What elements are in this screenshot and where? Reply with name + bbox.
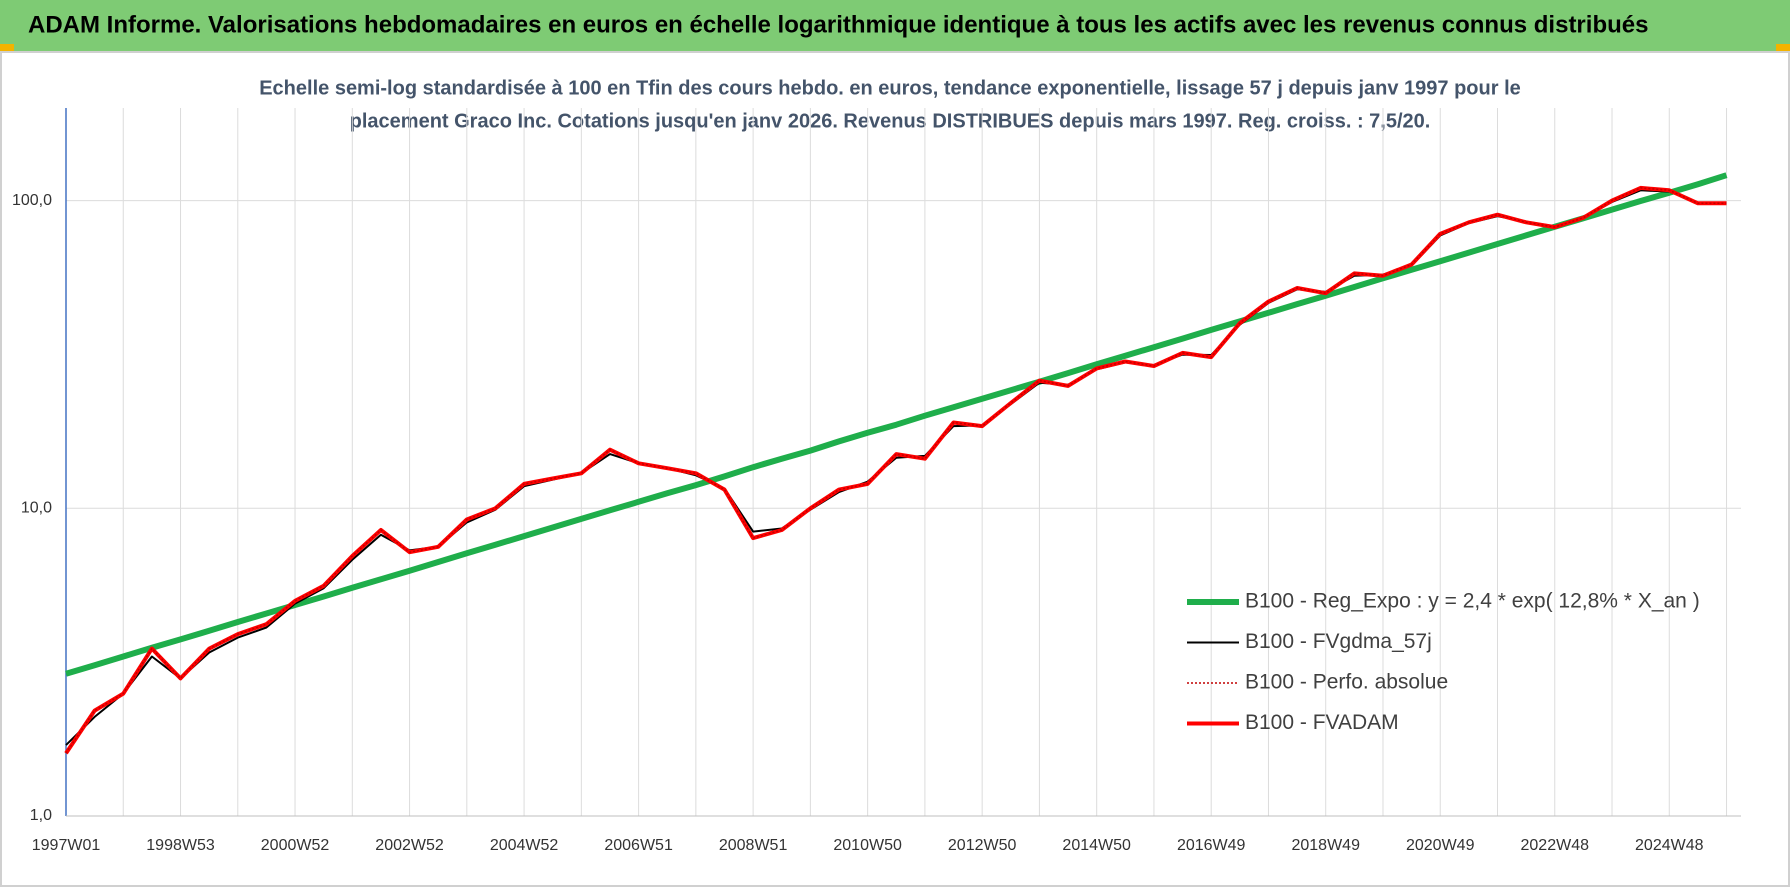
y-tick-label: 100,0 (12, 192, 52, 209)
x-tick-label: 2008W51 (719, 837, 788, 854)
legend-label: B100 - Perfo. absolue (1245, 671, 1448, 694)
x-tick-label: 2016W49 (1177, 837, 1246, 854)
x-tick-label: 2024W48 (1635, 837, 1704, 854)
x-tick-label: 2000W52 (261, 837, 330, 854)
legend-label: B100 - FVgdma_57j (1245, 630, 1432, 653)
legend-label: B100 - FVADAM (1245, 711, 1399, 734)
x-tick-label: 2014W50 (1062, 837, 1131, 854)
x-tick-label: 1998W53 (146, 837, 215, 854)
legend-label: B100 - Reg_Expo : y = 2,4 * exp( 12,8% *… (1245, 590, 1700, 613)
header-bar (0, 0, 1790, 52)
x-tick-label: 1997W01 (32, 837, 101, 854)
y-tick-label: 1,0 (30, 807, 52, 824)
series-line (65, 172, 1728, 677)
x-tick-label: 2018W49 (1291, 837, 1360, 854)
header-title: ADAM Informe. Valorisations hebdomadaire… (28, 11, 1648, 38)
series-line (65, 187, 1727, 754)
x-tick-label: 2006W51 (604, 837, 673, 854)
corner (1776, 44, 1790, 52)
chart-subtitle: placement Graco Inc. Cotations jusqu'en … (350, 110, 1431, 132)
x-tick-label: 2010W50 (833, 837, 902, 854)
x-tick-label: 2002W52 (375, 837, 444, 854)
corner (0, 44, 14, 52)
x-tick-label: 2022W48 (1521, 837, 1590, 854)
chart-subtitle: Echelle semi-log standardisée à 100 en T… (259, 77, 1521, 99)
y-tick-label: 10,0 (21, 500, 52, 517)
x-tick-label: 2012W50 (948, 837, 1017, 854)
frame (0, 51, 1790, 887)
x-tick-label: 2020W49 (1406, 837, 1475, 854)
x-tick-label: 2004W52 (490, 837, 559, 854)
